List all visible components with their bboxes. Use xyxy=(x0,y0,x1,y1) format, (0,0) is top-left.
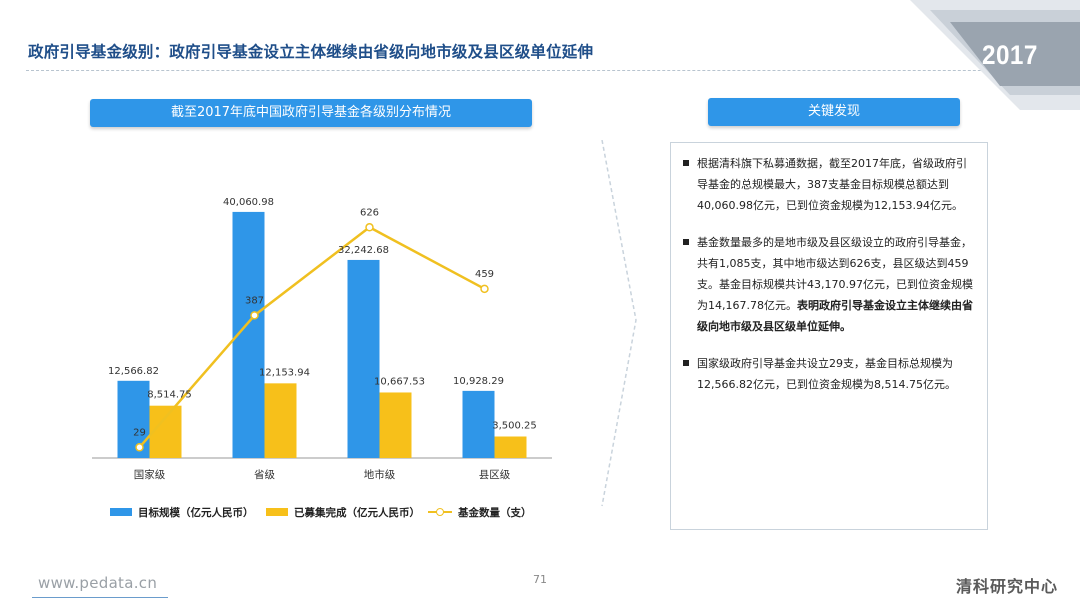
legend-item-count: 基金数量（支） xyxy=(428,504,532,520)
bullet-icon xyxy=(683,360,689,366)
page-number: 71 xyxy=(533,573,547,586)
data-label-raised: 10,667.53 xyxy=(374,376,425,387)
bar-raised xyxy=(264,383,297,458)
page-title: 政府引导基金级别：政府引导基金设立主体继续由省级向地市级及县区级单位延伸 xyxy=(28,43,594,61)
year-badge: 2017 xyxy=(982,40,1038,70)
findings-panel: 根据清科旗下私募通数据，截至2017年底，省级政府引导基金的总规模最大，387支… xyxy=(670,142,988,530)
chevron-divider xyxy=(601,140,637,507)
data-label-count: 459 xyxy=(475,269,494,280)
website-underline xyxy=(32,597,168,598)
finding-text: 基金数量最多的是地市级及县区级设立的政府引导基金，共有1,085支，其中地市级达… xyxy=(697,236,973,312)
legend-item-target: 目标规模（亿元人民币） xyxy=(110,504,254,520)
line-point xyxy=(250,311,259,320)
finding-highlight: 表明政府引导基金设立主体继续由省级向地市级及县区级单位延伸。 xyxy=(697,299,973,333)
legend-label-raised: 已募集完成（亿元人民币） xyxy=(294,506,420,519)
line-point xyxy=(365,223,374,232)
website-link[interactable]: www.pedata.cn xyxy=(38,574,158,592)
legend-swatch-line xyxy=(428,508,452,516)
legend-swatch-yellow xyxy=(266,508,288,516)
data-label-raised: 12,153.94 xyxy=(259,367,310,378)
bar-target xyxy=(117,380,150,458)
title-divider xyxy=(26,70,1056,71)
data-label-target: 12,566.82 xyxy=(108,366,159,377)
data-label-target: 40,060.98 xyxy=(223,197,274,208)
bullet-icon xyxy=(683,239,689,245)
findings-title-banner: 关键发现 xyxy=(708,98,960,126)
line-fund-count xyxy=(138,225,486,449)
category-label: 地市级 xyxy=(364,468,396,481)
category-label: 省级 xyxy=(254,468,275,481)
corner-decoration xyxy=(910,0,1080,110)
bar-raised xyxy=(379,392,412,458)
data-label-count: 29 xyxy=(133,427,146,438)
line-point xyxy=(135,443,144,452)
data-label-target: 10,928.29 xyxy=(453,376,504,387)
finding-text: 国家级政府引导基金共设立29支，基金目标总规模为12,566.82亿元，已到位资… xyxy=(697,357,956,391)
category-label: 县区级 xyxy=(479,469,511,481)
finding-item: 国家级政府引导基金共设立29支，基金目标总规模为12,566.82亿元，已到位资… xyxy=(683,353,977,395)
legend-label-count: 基金数量（支） xyxy=(458,506,532,519)
bar-raised xyxy=(494,436,527,458)
bar-raised xyxy=(149,405,182,458)
finding-item: 根据清科旗下私募通数据，截至2017年底，省级政府引导基金的总规模最大，387支… xyxy=(683,153,977,216)
finding-text: 根据清科旗下私募通数据，截至2017年底，省级政府引导基金的总规模最大，387支… xyxy=(697,157,967,212)
data-label-raised: 3,500.25 xyxy=(492,420,537,431)
bar-target xyxy=(347,259,380,458)
data-label-raised: 8,514.75 xyxy=(147,390,192,401)
category-label: 国家级 xyxy=(134,468,166,481)
bullet-icon xyxy=(683,160,689,166)
legend-item-raised: 已募集完成（亿元人民币） xyxy=(266,504,420,520)
bar-target xyxy=(462,390,495,458)
finding-item: 基金数量最多的是地市级及县区级设立的政府引导基金，共有1,085支，其中地市级达… xyxy=(683,232,977,337)
line-point xyxy=(480,284,489,294)
data-label-target: 32,242.68 xyxy=(338,245,389,256)
brand-logo-text: 清科研究中心 xyxy=(956,577,1059,596)
legend-label-target: 目标规模（亿元人民币） xyxy=(138,506,254,519)
data-label-count: 626 xyxy=(360,207,379,218)
chart-title-banner: 截至2017年底中国政府引导基金各级别分布情况 xyxy=(90,99,532,127)
data-label-count: 387 xyxy=(245,295,264,306)
legend-swatch-blue xyxy=(110,508,132,516)
